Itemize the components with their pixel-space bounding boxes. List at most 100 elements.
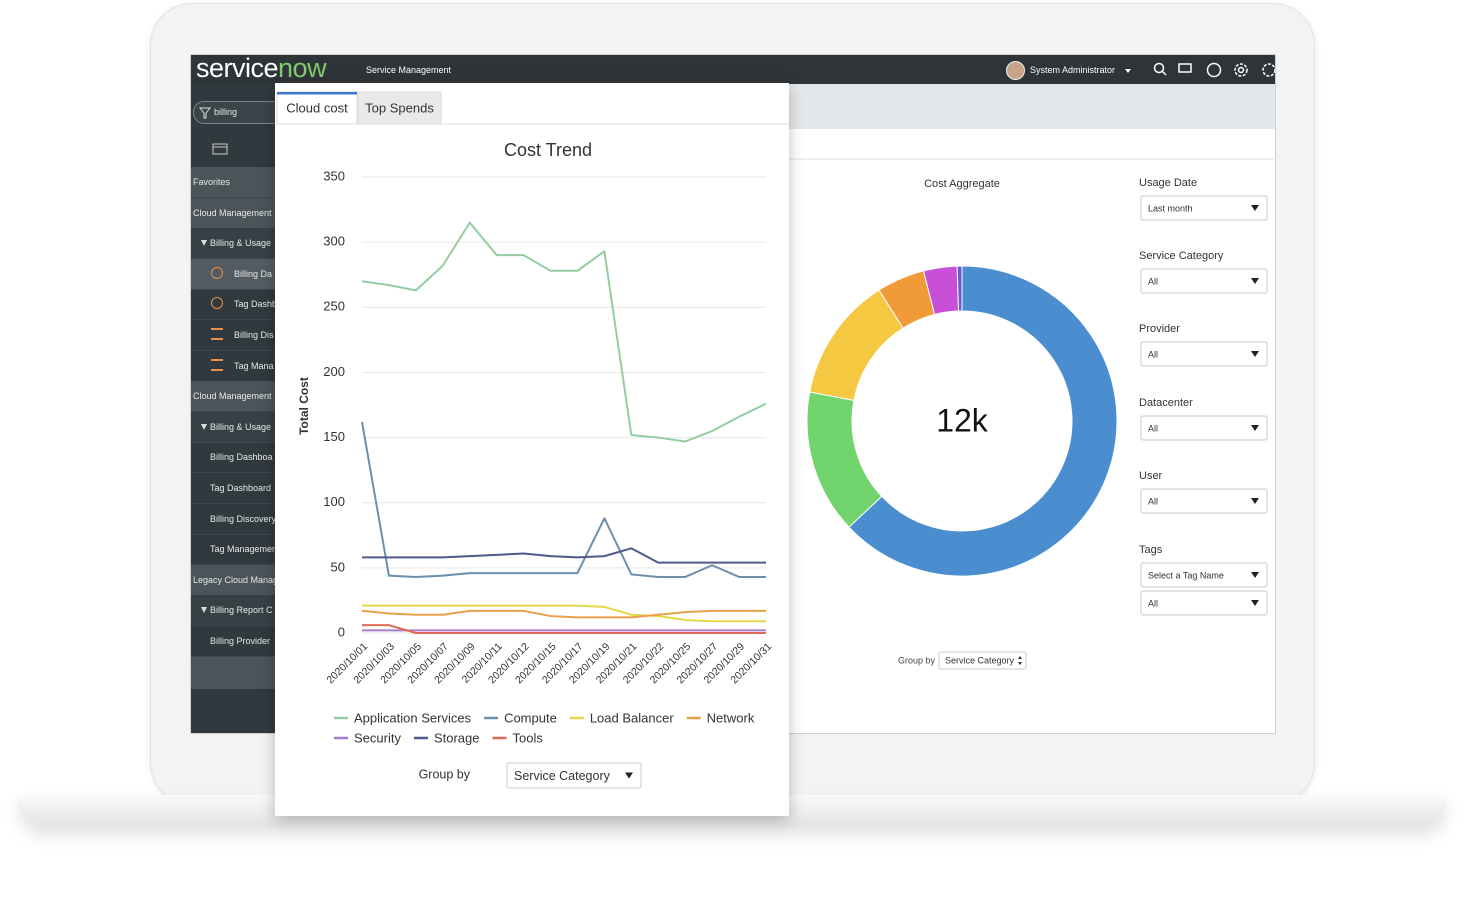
legend-entry[interactable]: Application Services (334, 710, 472, 725)
legend-label: Network (707, 710, 755, 725)
y-tick-label: 150 (323, 429, 345, 444)
nav-item[interactable]: Favorites (191, 167, 276, 198)
filter-label: Datacenter (1139, 397, 1193, 409)
logo[interactable]: servicenow (196, 54, 327, 84)
search-icon[interactable] (1153, 62, 1165, 74)
select-value: All (1148, 349, 1158, 359)
series-line (361, 609, 766, 619)
app-name: Service Management (366, 65, 452, 75)
nav-item[interactable]: Tag Dashboard (191, 473, 276, 504)
select-value: Last month (1148, 203, 1193, 213)
pie-slice[interactable] (848, 265, 1118, 577)
nav-item[interactable]: Tag Managemen (191, 534, 276, 566)
filter-label: User (1139, 470, 1163, 482)
nav-label: Billing Provider (210, 636, 271, 646)
legend-label: Storage (434, 730, 480, 745)
legend-label: Load Balancer (590, 710, 675, 725)
nav-item[interactable]: Billing Dis (191, 320, 276, 351)
y-tick-label: 250 (323, 299, 345, 314)
tab[interactable] (276, 91, 358, 125)
nav-label: Favorites (193, 177, 231, 187)
tab[interactable] (357, 91, 442, 125)
cost-card: Cloud cost Top Spends Cost Trend Total Cost… (275, 83, 789, 816)
expand-caret (201, 423, 207, 430)
select[interactable] (1140, 341, 1268, 367)
legend-entry[interactable]: Tools (492, 730, 544, 745)
legend-entry[interactable]: Storage (413, 730, 480, 745)
aggregate-panel: Cost Aggregate 12k Usage Date Last month Ser… (276, 158, 1274, 670)
nav-label: Tag Mana (234, 360, 274, 371)
select[interactable] (506, 762, 642, 789)
nav-item[interactable]: Legacy Cloud Manag (191, 564, 276, 596)
filter-icon (198, 107, 212, 119)
select-arrow (1018, 662, 1022, 665)
list-icon (211, 358, 223, 371)
nav-item[interactable]: Billing Report C (191, 595, 276, 627)
select[interactable] (1140, 590, 1268, 616)
select[interactable] (1140, 488, 1268, 514)
select[interactable] (1140, 415, 1268, 441)
user-menu[interactable]: System Administrator (1030, 65, 1116, 75)
nav-item[interactable]: Billing & Usage (191, 228, 276, 260)
filter-label: Service Category (1139, 250, 1224, 262)
legend-entry[interactable]: Load Balancer (569, 710, 675, 725)
info-icon (211, 266, 223, 279)
series-line (362, 604, 766, 623)
select[interactable] (1140, 562, 1268, 588)
filter-text: billing (214, 107, 238, 117)
select[interactable] (1140, 195, 1268, 221)
legend-entry[interactable]: Security (334, 730, 401, 745)
archive-icon[interactable] (211, 141, 231, 157)
chart-title: Cost Aggregate (924, 178, 1000, 190)
select-arrow (1251, 278, 1259, 284)
nav-item[interactable]: Billing Da (191, 258, 276, 290)
nav-item[interactable]: Billing Discovery (191, 504, 276, 535)
legend-entry[interactable]: Compute (484, 710, 557, 725)
nav-item[interactable]: Billing Provider (191, 626, 276, 657)
nav-item[interactable]: Cloud Management (191, 381, 276, 413)
y-tick-label: 300 (323, 234, 345, 249)
settings-icon[interactable] (1234, 63, 1248, 77)
chart-title: Cost Trend (504, 140, 592, 160)
pie-slice[interactable] (956, 265, 963, 312)
nav-label: Billing Dashboa (210, 452, 273, 463)
nav-item[interactable]: Cloud Management (191, 197, 276, 229)
nav-item[interactable]: Tag Dashb (191, 289, 276, 321)
header-icons (1125, 62, 1275, 78)
filter-input[interactable]: billing (193, 101, 276, 124)
select-arrow (1018, 656, 1022, 659)
sidebar-footer (191, 656, 276, 689)
nav-label: Legacy Cloud Manag (193, 574, 276, 585)
filter-label: Provider (1139, 323, 1180, 335)
legend-label: Compute (504, 710, 557, 725)
legend-label: Tools (513, 730, 544, 745)
pie-slice[interactable] (806, 391, 883, 528)
avatar[interactable] (1006, 61, 1025, 80)
legend-entry[interactable]: Network (686, 710, 755, 725)
select[interactable] (938, 651, 1027, 670)
select-value: All (1148, 496, 1158, 506)
series-line (361, 421, 766, 578)
select-value: Select a Tag Name (1148, 570, 1224, 580)
center-label: 12k (936, 402, 989, 438)
filter-label: Usage Date (1139, 177, 1197, 189)
info-icon (211, 297, 223, 310)
series-line (361, 221, 767, 443)
select[interactable] (1140, 268, 1268, 294)
nav-item[interactable]: Tag Mana (191, 351, 276, 382)
y-tick-label: 0 (338, 624, 345, 639)
group-by-label: Group by (419, 767, 471, 781)
nav-item[interactable]: Billing & Usage (191, 411, 276, 443)
settings-icon[interactable] (1262, 63, 1275, 77)
select-value: All (1148, 598, 1158, 608)
select-arrow (1251, 600, 1259, 606)
select-value: Service Category (945, 655, 1015, 665)
header: servicenow Service Management System Adm… (191, 55, 1275, 84)
nav-item[interactable]: Billing Dashboa (191, 442, 276, 474)
y-tick-label: 200 (323, 364, 345, 379)
help-icon[interactable] (1206, 62, 1222, 78)
nav-label: Billing Report C (210, 605, 273, 616)
chat-icon[interactable] (1178, 63, 1192, 73)
select-value: Service Category (514, 769, 611, 783)
logo-part: service (196, 54, 279, 83)
